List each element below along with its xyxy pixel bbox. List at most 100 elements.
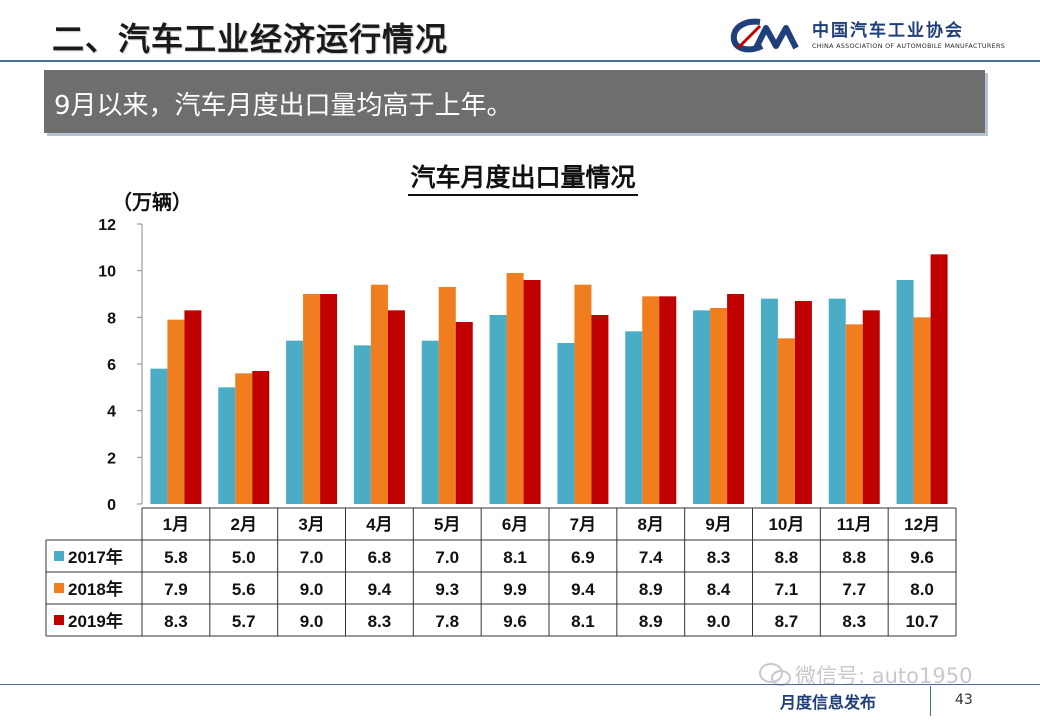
caam-logo: 中国汽车工业协会 CHINA ASSOCIATION OF AUTOMOBILE… — [730, 14, 1030, 58]
bar-2018年-3月 — [303, 294, 321, 504]
data-cell-value: 8.9 — [639, 580, 663, 599]
data-cell-value: 9.4 — [571, 580, 595, 599]
bar-2017年-12月 — [896, 280, 914, 504]
data-cell-value: 5.8 — [164, 548, 188, 567]
bar-2018年-2月 — [235, 373, 253, 504]
data-cell-value: 8.3 — [164, 612, 188, 631]
data-cell-value: 7.8 — [435, 612, 459, 631]
x-category-label: 4月 — [366, 515, 392, 534]
bar-2018年-10月 — [777, 338, 795, 504]
data-cell-value: 9.0 — [707, 612, 731, 631]
bar-2017年-11月 — [828, 298, 846, 504]
y-tick-label: 12 — [98, 217, 116, 234]
data-cell-value: 6.8 — [368, 548, 392, 567]
logo-english-name: CHINA ASSOCIATION OF AUTOMOBILE MANUFACT… — [812, 42, 1006, 50]
x-category-label: 9月 — [705, 515, 731, 534]
x-category-label: 2月 — [231, 515, 257, 534]
bar-2019年-9月 — [727, 294, 745, 504]
data-cell-value: 5.6 — [232, 580, 256, 599]
subtitle-banner: 9月以来，汽车月度出口量均高于上年。 — [44, 70, 985, 133]
data-cell-value: 8.4 — [707, 580, 731, 599]
y-tick-label: 0 — [107, 497, 116, 514]
legend-swatch-2019年 — [54, 615, 64, 625]
bar-2019年-6月 — [523, 280, 541, 504]
x-category-label: 3月 — [298, 515, 324, 534]
data-cell-value: 7.0 — [300, 548, 324, 567]
page-number: 43 — [955, 692, 973, 708]
data-cell-value: 7.1 — [775, 580, 799, 599]
data-cell-value: 7.4 — [639, 548, 663, 567]
x-category-label: 12月 — [904, 515, 940, 534]
y-tick-label: 10 — [98, 264, 116, 281]
footer-divider — [930, 686, 931, 716]
logo-name: 中国汽车工业协会 — [812, 21, 964, 41]
watermark-text: 微信号: auto1950 — [795, 664, 973, 688]
wechat-icon — [758, 662, 792, 692]
data-cell-value: 8.1 — [571, 612, 595, 631]
footer-rule — [0, 684, 1040, 685]
x-category-label: 10月 — [768, 515, 804, 534]
data-cell-value: 7.0 — [435, 548, 459, 567]
x-category-label: 7月 — [570, 515, 596, 534]
data-cell-value: 9.4 — [368, 580, 392, 599]
data-cell-value: 9.6 — [910, 548, 934, 567]
data-cell-value: 5.7 — [232, 612, 256, 631]
data-cell-value: 8.9 — [639, 612, 663, 631]
x-category-label: 6月 — [502, 515, 528, 534]
data-cell-value: 9.3 — [435, 580, 459, 599]
bar-2019年-7月 — [591, 315, 609, 504]
bar-2018年-5月 — [438, 287, 456, 504]
bar-2018年-9月 — [710, 308, 728, 504]
x-category-label: 8月 — [638, 515, 664, 534]
legend-label: 2018年 — [68, 579, 123, 599]
bar-2019年-11月 — [862, 310, 880, 504]
bar-2017年-8月 — [625, 331, 643, 504]
data-cell-value: 9.9 — [503, 580, 527, 599]
data-cell-value: 9.6 — [503, 612, 527, 631]
data-cell-value: 8.1 — [503, 548, 527, 567]
bar-2018年-7月 — [574, 284, 592, 504]
x-category-label: 11月 — [837, 515, 872, 534]
chart-title: 汽车月度出口量情况 — [408, 158, 638, 196]
bar-2018年-8月 — [642, 296, 660, 504]
bar-2018年-4月 — [370, 284, 388, 504]
bar-2018年-1月 — [167, 319, 185, 504]
bar-2019年-8月 — [659, 296, 677, 504]
bar-2019年-10月 — [794, 301, 812, 504]
x-category-label: 5月 — [434, 515, 460, 534]
bar-2017年-2月 — [218, 387, 236, 504]
bar-2017年-7月 — [557, 343, 575, 504]
header-rule — [0, 60, 1040, 62]
data-cell-value: 10.7 — [906, 612, 939, 631]
data-cell-value: 8.3 — [368, 612, 392, 631]
data-cell-value: 8.3 — [707, 548, 731, 567]
bar-2019年-4月 — [387, 310, 405, 504]
legend-label: 2019年 — [68, 611, 123, 631]
subtitle-text: 9月以来，汽车月度出口量均高于上年。 — [54, 91, 513, 121]
legend-swatch-2018年 — [54, 583, 64, 593]
bar-2017年-9月 — [693, 310, 711, 504]
bar-2019年-1月 — [184, 310, 202, 504]
bar-2017年-3月 — [286, 340, 304, 504]
legend-label: 2017年 — [68, 547, 123, 567]
bar-2019年-5月 — [455, 322, 473, 504]
data-cell-value: 7.7 — [842, 580, 866, 599]
data-cell-value: 8.7 — [775, 612, 799, 631]
bar-2018年-6月 — [506, 273, 524, 504]
data-cell-value: 8.0 — [910, 580, 934, 599]
page-title: 二、汽车工业经济运行情况 — [52, 20, 449, 58]
bar-2017年-1月 — [150, 368, 168, 504]
data-cell-value: 8.3 — [842, 612, 866, 631]
bar-2019年-12月 — [930, 254, 948, 504]
bar-2017年-4月 — [353, 345, 371, 504]
bar-2019年-2月 — [252, 371, 270, 504]
y-tick-label: 8 — [107, 310, 116, 327]
data-cell-value: 6.9 — [571, 548, 595, 567]
data-cell-value: 8.8 — [775, 548, 799, 567]
footer-label: 月度信息发布 — [780, 693, 877, 712]
y-axis-unit-label: （万辆） — [112, 190, 192, 214]
bar-2019年-3月 — [320, 294, 338, 504]
bar-2017年-6月 — [489, 315, 507, 504]
data-cell-value: 7.9 — [164, 580, 188, 599]
